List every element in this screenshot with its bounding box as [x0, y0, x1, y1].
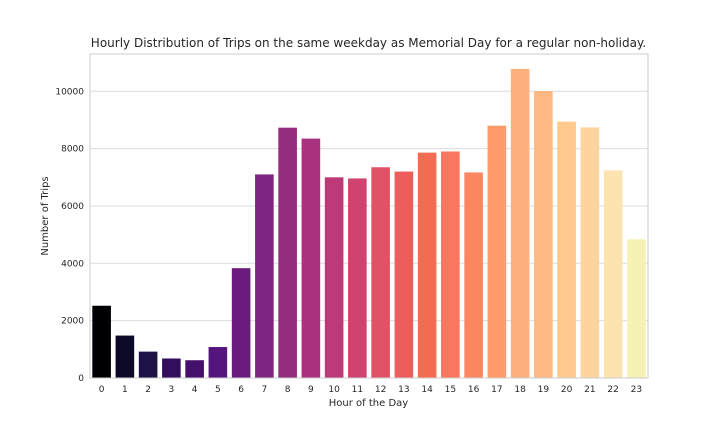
bar-hour-1	[115, 335, 135, 378]
y-tick-label: 8000	[61, 145, 84, 155]
bars	[92, 68, 646, 379]
chart-title: Hourly Distribution of Trips on the same…	[91, 36, 646, 50]
y-tick-label: 6000	[61, 202, 84, 212]
bar-hour-17	[487, 125, 507, 378]
x-axis-label: Hour of the Day	[329, 398, 409, 409]
x-tick-label: 19	[538, 385, 550, 395]
y-tick-label: 2000	[61, 317, 84, 327]
bar-hour-9	[301, 138, 321, 378]
bar-hour-20	[557, 121, 576, 378]
bar-hour-16	[464, 172, 483, 378]
bar-hour-2	[138, 351, 158, 378]
bar-hour-8	[278, 127, 297, 378]
bar-hour-7	[255, 174, 274, 378]
x-tick-label: 12	[375, 385, 386, 395]
x-tick-label: 17	[491, 385, 502, 395]
x-tick-label: 14	[421, 385, 433, 395]
x-tick-label: 1	[122, 385, 128, 395]
bar-hour-22	[603, 170, 623, 378]
bar-hour-21	[580, 127, 600, 379]
y-tick-label: 10000	[55, 87, 84, 97]
x-tick-label: 3	[169, 385, 175, 395]
x-tick-label: 0	[99, 385, 105, 395]
bar-hour-15	[441, 151, 460, 378]
bar-hour-18	[510, 68, 530, 379]
bar-hour-10	[324, 177, 344, 378]
y-axis-label: Number of Trips	[40, 176, 51, 255]
bar-hour-13	[394, 171, 414, 378]
x-tick-label: 16	[468, 385, 480, 395]
bar-hour-14	[417, 152, 437, 378]
x-tick-label: 13	[398, 385, 409, 395]
x-tick-label: 21	[584, 385, 595, 395]
bar-hour-19	[534, 90, 553, 378]
x-tick-label: 11	[352, 385, 363, 395]
x-tick-label: 9	[308, 385, 314, 395]
x-tick-label: 5	[215, 385, 221, 395]
x-tick-label: 22	[607, 385, 618, 395]
x-tick-label: 15	[445, 385, 456, 395]
y-tick-labels: 0 2000 4000 6000 8000 10000	[55, 87, 84, 384]
bar-hour-6	[231, 268, 251, 378]
x-tick-label: 6	[238, 385, 244, 395]
x-tick-label: 10	[328, 385, 340, 395]
bar-hour-11	[348, 178, 367, 378]
x-tick-labels: 0 1 2 3 4 5 6 7 8 9 10 11 12 13 14 15 16 17 18 19 20 21 22 23	[99, 385, 642, 395]
y-tick-label: 4000	[61, 259, 84, 269]
bar-hour-0	[92, 305, 111, 378]
plot-frame	[89, 53, 649, 379]
bar-hour-23	[627, 239, 646, 378]
bar-hour-12	[371, 167, 390, 378]
y-tick-label: 0	[78, 374, 84, 384]
x-tick-label: 2	[145, 385, 151, 395]
x-tick-label: 8	[285, 385, 291, 395]
x-tick-label: 18	[514, 385, 526, 395]
x-tick-label: 20	[561, 385, 573, 395]
x-tick-label: 4	[192, 385, 198, 395]
x-tick-label: 23	[631, 385, 642, 395]
bar-hour-4	[185, 360, 204, 378]
bar-hour-5	[208, 347, 228, 378]
bar-hour-3	[162, 358, 181, 378]
x-tick-label: 7	[262, 385, 268, 395]
